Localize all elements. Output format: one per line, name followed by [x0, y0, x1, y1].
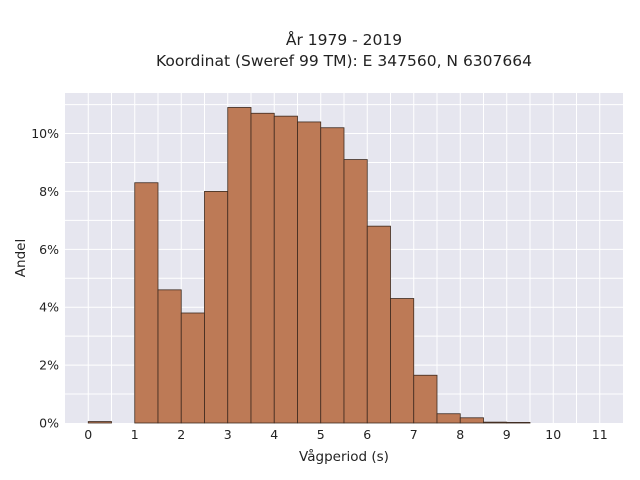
x-tick-label: 10: [545, 427, 561, 442]
histogram-bar: [390, 298, 415, 424]
x-axis-label: Vågperiod (s): [299, 448, 389, 465]
x-tick-label: 5: [317, 427, 325, 442]
histogram-bar: [436, 413, 461, 424]
x-tick-label: 2: [177, 427, 185, 442]
x-tick-label: 1: [131, 427, 139, 442]
y-tick-label: 6%: [39, 242, 59, 257]
chart-title-line-1: År 1979 - 2019: [286, 30, 402, 49]
histogram-bar: [250, 112, 275, 424]
histogram-bar: [366, 225, 391, 424]
histogram-bar: [459, 417, 484, 424]
histogram-bar: [87, 421, 112, 424]
y-axis-label: Andel: [13, 239, 29, 277]
y-tick-label: 0%: [39, 416, 59, 431]
y-tick-label: 4%: [39, 300, 59, 315]
x-tick-label: 11: [592, 427, 608, 442]
histogram-bar: [483, 421, 508, 424]
x-tick-label: 9: [503, 427, 511, 442]
histogram-bars: [87, 107, 531, 424]
histogram-bar: [320, 127, 345, 424]
y-tick-label: 8%: [39, 184, 59, 199]
x-tick-label: 0: [84, 427, 92, 442]
y-tick-label: 10%: [31, 126, 59, 141]
histogram-bar: [413, 374, 438, 424]
x-tick-label: 6: [363, 427, 371, 442]
tick-labels: 0 1 2 3 4 5 6 7 8 9 10 11 0% 2% 4% 6% 8% 10%: [31, 126, 608, 442]
histogram-bar: [343, 159, 368, 424]
histogram-bar: [273, 115, 298, 424]
x-tick-label: 7: [410, 427, 418, 442]
histogram-bar: [506, 422, 531, 424]
histogram-bar: [227, 107, 252, 424]
x-tick-label: 3: [224, 427, 232, 442]
y-tick-label: 2%: [39, 358, 59, 373]
histogram-bar: [297, 121, 322, 424]
x-tick-label: 8: [456, 427, 464, 442]
histogram-bar: [157, 289, 182, 424]
histogram-bar: [134, 182, 159, 424]
histogram-bar: [180, 312, 205, 424]
x-tick-label: 4: [270, 427, 278, 442]
chart-title-line-2: Koordinat (Sweref 99 TM): E 347560, N 63…: [156, 52, 532, 70]
histogram-bar: [204, 191, 229, 424]
